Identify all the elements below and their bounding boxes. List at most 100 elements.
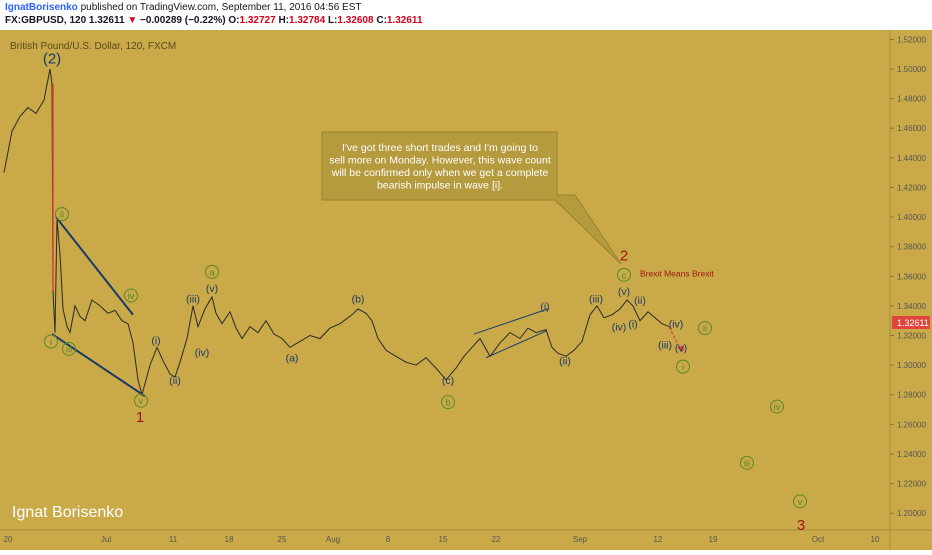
price-axis[interactable]: 1.52000 1.50000 1.48000 1.46000 1.44000 1.420… — [890, 35, 926, 518]
change-arrow-icon: ▼ — [127, 15, 138, 26]
x-tick-label: 18 — [225, 535, 234, 544]
wave-label-circle — [205, 264, 219, 279]
published-text: published on TradingView.com, September … — [77, 2, 362, 13]
wave-label: (v) — [675, 342, 687, 354]
open-value: 1.32727 — [239, 15, 276, 26]
channel-lower-line — [485, 330, 547, 359]
wave-label: (i) — [151, 335, 160, 347]
y-tick-label: 1.42000 — [897, 183, 926, 192]
low-value: 1.32608 — [337, 15, 374, 26]
wedge-upper-line — [55, 216, 134, 316]
callout-box — [321, 131, 622, 265]
x-tick-label: Aug — [326, 535, 340, 544]
wave-label: (iii) — [186, 294, 200, 306]
change-value: −0.00289 (−0.22%) — [140, 15, 226, 26]
publish-line: IgnatBorisenko published on TradingView.… — [5, 2, 362, 13]
watermark: Ignat Borisenko — [12, 504, 123, 521]
projection-line — [668, 326, 682, 351]
x-tick-label: 22 — [492, 535, 501, 544]
time-axis[interactable]: 20 Jul 11 18 25 Aug 8 15 22 Sep 12 19 Oct 10 — [4, 535, 880, 544]
price-tag-box — [892, 316, 930, 329]
header-bar: IgnatBorisenko published on TradingView.… — [0, 0, 932, 30]
wave-label: v — [798, 497, 803, 508]
y-tick-label: 1.40000 — [897, 213, 926, 222]
x-tick-label: 19 — [709, 535, 718, 544]
last-price: 1.32611 — [88, 15, 125, 26]
wedge-lower-line — [51, 333, 146, 398]
wave-label-circle — [793, 494, 807, 509]
wave-label: (ii) — [559, 356, 571, 368]
x-tick-label: 10 — [871, 535, 880, 544]
symbol-label: FX:GBPUSD, 120 — [5, 15, 87, 26]
wave-label: (2) — [43, 51, 61, 68]
y-tick-label: 1.36000 — [897, 272, 926, 281]
wave-label: iv — [774, 402, 781, 413]
wave-label: 1 — [136, 409, 144, 426]
price-line — [3, 68, 670, 397]
y-tick-label: 1.24000 — [897, 450, 926, 459]
wave-label: b — [445, 398, 450, 409]
callout-text-line: sell more on Monday. However, this wave … — [329, 155, 551, 167]
chart-background — [0, 30, 932, 550]
wave-label: (iv) — [195, 347, 210, 359]
y-tick-label: 1.34000 — [897, 302, 926, 311]
x-tick-label: Oct — [812, 535, 825, 544]
price-chart[interactable]: 1.52000 1.50000 1.48000 1.46000 1.44000 1.420… — [0, 30, 932, 550]
wave-label: (iv) — [669, 319, 684, 331]
wave-label-circle — [134, 393, 148, 408]
wave-label: c — [622, 270, 627, 281]
callout-text-line: bearish impulse in wave [i]. — [377, 180, 503, 192]
y-tick-label: 1.32000 — [897, 332, 926, 341]
wave-label: (v) — [618, 286, 630, 298]
close-value: 1.32611 — [386, 15, 423, 26]
wave-label: (i) — [540, 301, 549, 313]
annotation-note: Brexit Means Brexit — [640, 268, 714, 278]
wave-label: iii — [744, 458, 750, 469]
x-tick-label: 20 — [4, 535, 13, 544]
wave-label: a — [209, 267, 215, 278]
wave-label-circle — [698, 321, 712, 336]
callout-text-line: I've got three short trades and I'm goin… — [342, 142, 538, 154]
wave-label: (v) — [206, 283, 218, 295]
projection-arrow-icon — [677, 345, 684, 353]
wave-label-circle — [441, 395, 455, 410]
wave-label: v — [139, 396, 144, 407]
wave-label-circle — [617, 267, 631, 282]
wave-label: ii — [60, 210, 64, 221]
wave-label: (c) — [442, 375, 454, 387]
wave-label: i — [682, 362, 684, 373]
wave-label: (iii) — [658, 339, 672, 351]
x-tick-label: 25 — [278, 535, 287, 544]
wave-label: iv — [128, 291, 135, 302]
low-label: L: — [327, 15, 338, 26]
wave-labels: (2)iiiiiiivv1(i)(ii)(iii)(iv)a(v)(a)(b)(… — [43, 51, 807, 534]
trendlines — [51, 216, 549, 398]
author-link[interactable]: IgnatBorisenko — [5, 2, 78, 13]
wave-label: (a) — [286, 353, 299, 365]
x-tick-label: 12 — [654, 535, 663, 544]
wave-label: (ii) — [169, 375, 181, 387]
wave-label: (ii) — [634, 295, 646, 307]
channel-upper-line — [473, 308, 549, 335]
wave-label-circle — [55, 207, 69, 222]
annotation-callout: I've got three short trades and I'm goin… — [321, 131, 622, 265]
chart-title: British Pound/U.S. Dollar, 120, FXCM — [10, 41, 176, 52]
y-tick-label: 1.38000 — [897, 243, 926, 252]
current-price-tag: 1.32611 — [892, 316, 930, 329]
y-tick-label: 1.52000 — [897, 35, 926, 44]
wave-label-circle — [44, 334, 58, 349]
open-label: O: — [228, 15, 240, 26]
ohlc-line: FX:GBPUSD, 120 1.32611 ▼ −0.00289 (−0.22… — [5, 15, 423, 26]
price-tag-text: 1.32611 — [897, 318, 929, 328]
y-tick-label: 1.20000 — [897, 509, 926, 518]
y-tick-label: 1.28000 — [897, 391, 926, 400]
wave-label-circle — [740, 455, 754, 470]
y-tick-label: 1.30000 — [897, 361, 926, 370]
y-tick-label: 1.22000 — [897, 480, 926, 489]
y-tick-label: 1.50000 — [897, 65, 926, 74]
wave-label: 2 — [620, 248, 628, 265]
wave-label: 3 — [797, 517, 805, 534]
y-tick-label: 1.48000 — [897, 95, 926, 104]
y-tick-label: 1.26000 — [897, 420, 926, 429]
chart-area[interactable]: 1.52000 1.50000 1.48000 1.46000 1.44000 1.420… — [0, 30, 932, 550]
